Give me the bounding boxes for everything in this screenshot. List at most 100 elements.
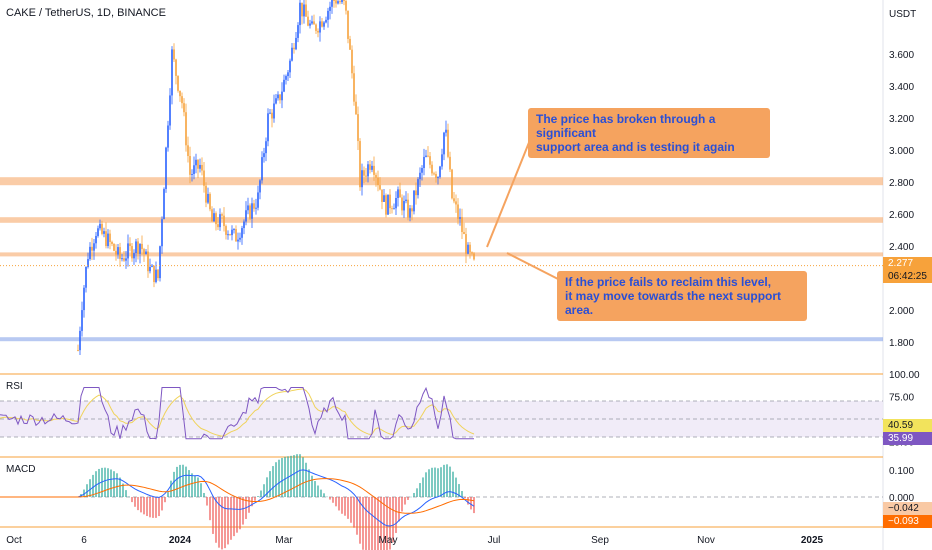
macd-value-tag: −0.042	[883, 502, 932, 515]
candle-body	[373, 165, 375, 175]
macd-histogram-bar	[140, 497, 142, 513]
candle-body	[361, 170, 363, 188]
macd-histogram-bar	[302, 457, 304, 497]
annotation-pointer	[506, 252, 561, 281]
support-resistance-zone	[0, 177, 883, 186]
candle-body	[381, 189, 383, 202]
macd-histogram-bar	[263, 484, 265, 497]
candle-body	[435, 174, 437, 178]
candle-body	[191, 174, 193, 176]
candle-body	[89, 246, 91, 260]
candle-body	[337, 1, 339, 4]
macd-histogram-bar	[266, 477, 268, 497]
macd-histogram-bar	[239, 497, 241, 530]
macd-histogram-bar	[425, 472, 427, 497]
macd-histogram-bar	[170, 480, 172, 497]
macd-histogram-bar	[344, 497, 346, 516]
candle-body	[211, 209, 213, 222]
candle-body	[297, 25, 299, 38]
candle-body	[273, 103, 275, 119]
candle-body	[271, 112, 273, 119]
candle-body	[165, 147, 167, 189]
candle-body	[225, 226, 227, 235]
macd-histogram-bar	[467, 497, 469, 505]
macd-histogram-bar	[92, 474, 94, 497]
candle-body	[219, 214, 221, 228]
candle-body	[315, 24, 317, 31]
macd-histogram-bar	[386, 497, 388, 550]
macd-histogram-bar	[269, 471, 271, 497]
annotation-pointer	[486, 139, 531, 248]
time-axis-label: May	[379, 535, 398, 546]
symbol-title[interactable]: CAKE / TetherUS, 1D, BINANCE	[6, 7, 166, 19]
candle-body	[87, 259, 89, 267]
candle-body	[135, 241, 137, 254]
candle-body	[327, 10, 329, 20]
candle-body	[167, 125, 169, 148]
candle-body	[85, 266, 87, 288]
candle-body	[115, 250, 117, 255]
candle-body	[145, 251, 147, 255]
candle-body	[427, 155, 429, 157]
candle-body	[459, 217, 461, 219]
macd-histogram-bar	[182, 464, 184, 497]
candle-body	[235, 229, 237, 242]
macd-histogram-bar	[125, 490, 127, 497]
candle-body	[179, 90, 181, 97]
candle-body	[241, 228, 243, 238]
macd-histogram-bar	[134, 497, 136, 507]
candle-body	[421, 168, 423, 173]
candle-body	[193, 165, 195, 175]
candle-body	[237, 239, 239, 242]
candle-body	[229, 234, 231, 236]
candle-body	[157, 269, 159, 279]
time-axis-label: 6	[81, 535, 87, 546]
candle-body	[101, 223, 103, 234]
candle-body	[319, 21, 321, 33]
macd-histogram-bar	[431, 467, 433, 497]
candle-body	[171, 49, 173, 96]
candle-body	[199, 164, 201, 169]
macd-histogram-bar	[374, 497, 376, 550]
candle-body	[127, 243, 129, 259]
macd-histogram-bar	[233, 497, 235, 537]
rsi-pane-label[interactable]: RSI	[6, 381, 23, 392]
candle-body	[383, 195, 385, 202]
candle-body	[313, 21, 315, 25]
macd-pane-label[interactable]: MACD	[6, 464, 36, 475]
candle-body	[403, 201, 405, 211]
candle-body	[195, 159, 197, 166]
currency-label[interactable]: USDT	[889, 9, 917, 20]
macd-histogram-bar	[458, 484, 460, 497]
candle-body	[293, 47, 295, 50]
candle-body	[137, 241, 139, 254]
time-axis-label: Nov	[697, 535, 715, 546]
macd-histogram-bar	[290, 455, 292, 497]
macd-histogram-bar	[122, 483, 124, 497]
candle-body	[259, 180, 261, 193]
macd-histogram-bar	[377, 497, 379, 550]
candle-body	[113, 243, 115, 251]
macd-histogram-bar	[416, 488, 418, 497]
candle-body	[417, 179, 419, 196]
time-axis-label: Mar	[275, 535, 293, 546]
candle-body	[283, 79, 285, 92]
macd-histogram-bar	[113, 471, 115, 497]
macd-histogram-bar	[110, 469, 112, 497]
annotation-note-broken-support[interactable]: The price has broken through a significa…	[528, 108, 770, 158]
macd-histogram-bar	[137, 497, 139, 511]
candle-body	[95, 235, 97, 244]
macd-histogram-bar	[449, 466, 451, 497]
candle-body	[405, 199, 407, 202]
macd-histogram-bar	[218, 497, 220, 548]
candle-body	[449, 156, 451, 170]
macd-histogram-bar	[326, 496, 328, 498]
candle-body	[377, 177, 379, 186]
candle-body	[125, 258, 127, 261]
macd-histogram-bar	[395, 497, 397, 533]
candle-body	[339, 1, 341, 3]
annotation-note-next-support[interactable]: If the price fails to reclaim this level…	[557, 271, 807, 321]
candle-body	[355, 101, 357, 115]
